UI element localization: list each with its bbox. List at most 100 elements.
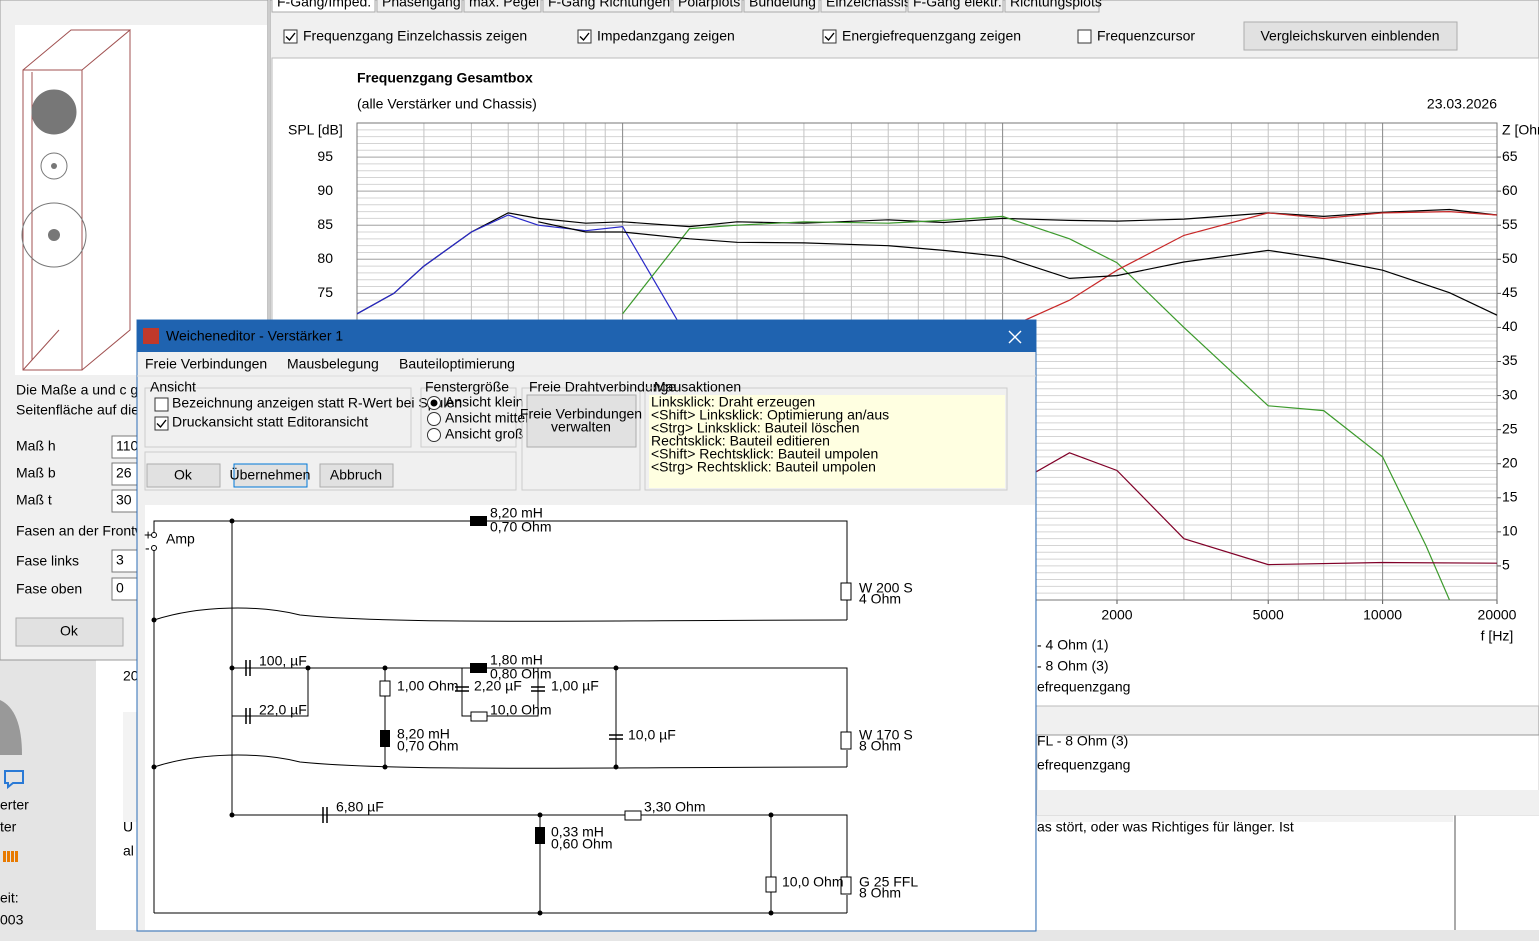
tab[interactable] — [463, 0, 542, 13]
forum-text: U — [123, 819, 133, 835]
tab[interactable] — [271, 0, 376, 13]
checkbox-label[interactable]: Frequenzcursor — [1097, 28, 1195, 44]
node — [768, 812, 774, 818]
input-value[interactable]: 3 — [116, 552, 124, 568]
driver — [40, 152, 68, 180]
component-label: 1,80 mH — [490, 652, 543, 668]
checkbox[interactable] — [577, 29, 592, 44]
inductor — [470, 516, 487, 526]
button[interactable] — [233, 463, 308, 488]
input-value[interactable]: 0 — [116, 580, 124, 596]
radio[interactable] — [427, 412, 441, 426]
field-label: Fase links — [16, 553, 79, 569]
group-box — [144, 387, 412, 448]
checkbox-label[interactable]: Impedanzgang zeigen — [597, 28, 735, 44]
checkbox[interactable] — [154, 416, 169, 431]
menu-item[interactable]: Mausbelegung — [287, 356, 379, 372]
tab-label[interactable]: Phasengang — [382, 0, 461, 10]
driver — [31, 89, 77, 135]
group-label: Mausaktionen — [654, 379, 741, 395]
tab-label[interactable]: Einzelchassis — [826, 0, 911, 10]
driver — [51, 163, 57, 169]
capacitor — [245, 708, 251, 724]
button[interactable] — [319, 463, 394, 488]
dialog-title: Weicheneditor - Verstärker 1 — [166, 328, 343, 344]
wire — [153, 607, 848, 622]
button[interactable] — [1243, 21, 1458, 51]
button-label[interactable]: Abbruch — [330, 467, 382, 483]
tab-label[interactable]: Richtungsplots — [1010, 0, 1102, 10]
tab-label[interactable]: max. Pegel — [469, 0, 539, 10]
input-value[interactable]: 110 — [116, 438, 139, 454]
input-value[interactable]: 30 — [116, 492, 132, 508]
x-tick-label: 20000 — [1478, 607, 1517, 623]
tab[interactable] — [672, 0, 743, 13]
button[interactable] — [15, 617, 124, 647]
radio-label[interactable]: Ansicht klein — [445, 394, 524, 410]
wire — [232, 814, 848, 913]
speaker — [840, 582, 852, 601]
schematic-area — [145, 505, 1035, 930]
y2-tick-label: 20 — [1502, 454, 1518, 470]
tab[interactable] — [376, 0, 463, 13]
button[interactable] — [526, 394, 637, 448]
checkbox-label[interactable]: Energiefrequenzgang zeigen — [842, 28, 1021, 44]
speaker — [840, 731, 852, 750]
button-label[interactable]: Ok — [60, 623, 79, 639]
close-button[interactable] — [1008, 330, 1022, 344]
node — [151, 617, 157, 623]
tab[interactable] — [907, 0, 1004, 13]
forum-text: eit: — [0, 890, 19, 906]
tab[interactable] — [743, 0, 820, 13]
tab[interactable] — [542, 0, 672, 13]
component-label: 4 Ohm — [859, 591, 901, 607]
checkbox-label[interactable]: Bezeichnung anzeigen statt R-Wert bei Sp… — [172, 395, 462, 411]
checkbox[interactable] — [283, 29, 298, 44]
checkbox[interactable] — [154, 397, 169, 412]
checkbox[interactable] — [822, 29, 837, 44]
tab-label[interactable]: F-Gang elektr. — [913, 0, 1002, 10]
component-label: 8 Ohm — [859, 885, 901, 901]
button-label[interactable]: verwalten — [551, 419, 611, 435]
hint-text: Linksklick: Draht erzeugen — [651, 394, 815, 410]
check-mark — [579, 32, 590, 42]
curve — [357, 208, 1497, 315]
curve — [357, 214, 691, 342]
legend-text: - 4 Ohm (1) — [1037, 637, 1109, 653]
radio[interactable] — [427, 428, 441, 442]
checkbox-label[interactable]: Frequenzgang Einzelchassis zeigen — [303, 28, 527, 44]
button-label[interactable]: Übernehmen — [230, 466, 311, 483]
capacitor — [455, 686, 469, 692]
radio-label[interactable]: Ansicht groß — [445, 426, 524, 442]
tab-label[interactable]: F-Gang Richtungen — [548, 0, 670, 10]
inductor — [535, 827, 545, 844]
group-box — [420, 387, 517, 448]
check-mark — [156, 419, 167, 429]
button-label[interactable]: Ok — [174, 467, 193, 483]
curve — [943, 210, 1497, 369]
radio-label[interactable]: Ansicht mittel — [445, 410, 528, 426]
button[interactable] — [146, 463, 221, 488]
button-label[interactable]: Freie Verbindungen — [520, 406, 642, 422]
component-label: - — [145, 540, 150, 556]
tab-label[interactable]: Polarplots — [678, 0, 740, 10]
menu-item[interactable]: Freie Verbindungen — [145, 356, 267, 372]
group-label: Freie Drahtverbindunge — [529, 379, 676, 395]
node — [151, 764, 157, 770]
inductor — [470, 663, 487, 673]
checkbox-label[interactable]: Druckansicht statt Editoransicht — [172, 414, 368, 430]
hint-box — [649, 395, 1005, 488]
component-label: 0,70 Ohm — [490, 519, 551, 535]
tab-label[interactable]: F-Gang/Imped. — [277, 0, 371, 10]
tab[interactable] — [1004, 0, 1100, 13]
menu-item[interactable]: Bauteiloptimierung — [399, 356, 515, 372]
wire — [232, 667, 848, 767]
tab-label[interactable]: Bündelung — [749, 0, 816, 10]
tab[interactable] — [820, 0, 907, 13]
input-value[interactable]: 26 — [116, 465, 132, 481]
button-label[interactable]: Vergleichskurven einblenden — [1260, 28, 1439, 44]
component-label: 3,30 Ohm — [644, 799, 705, 815]
component-label: W 200 S — [859, 580, 913, 596]
checkbox[interactable] — [1077, 29, 1092, 44]
